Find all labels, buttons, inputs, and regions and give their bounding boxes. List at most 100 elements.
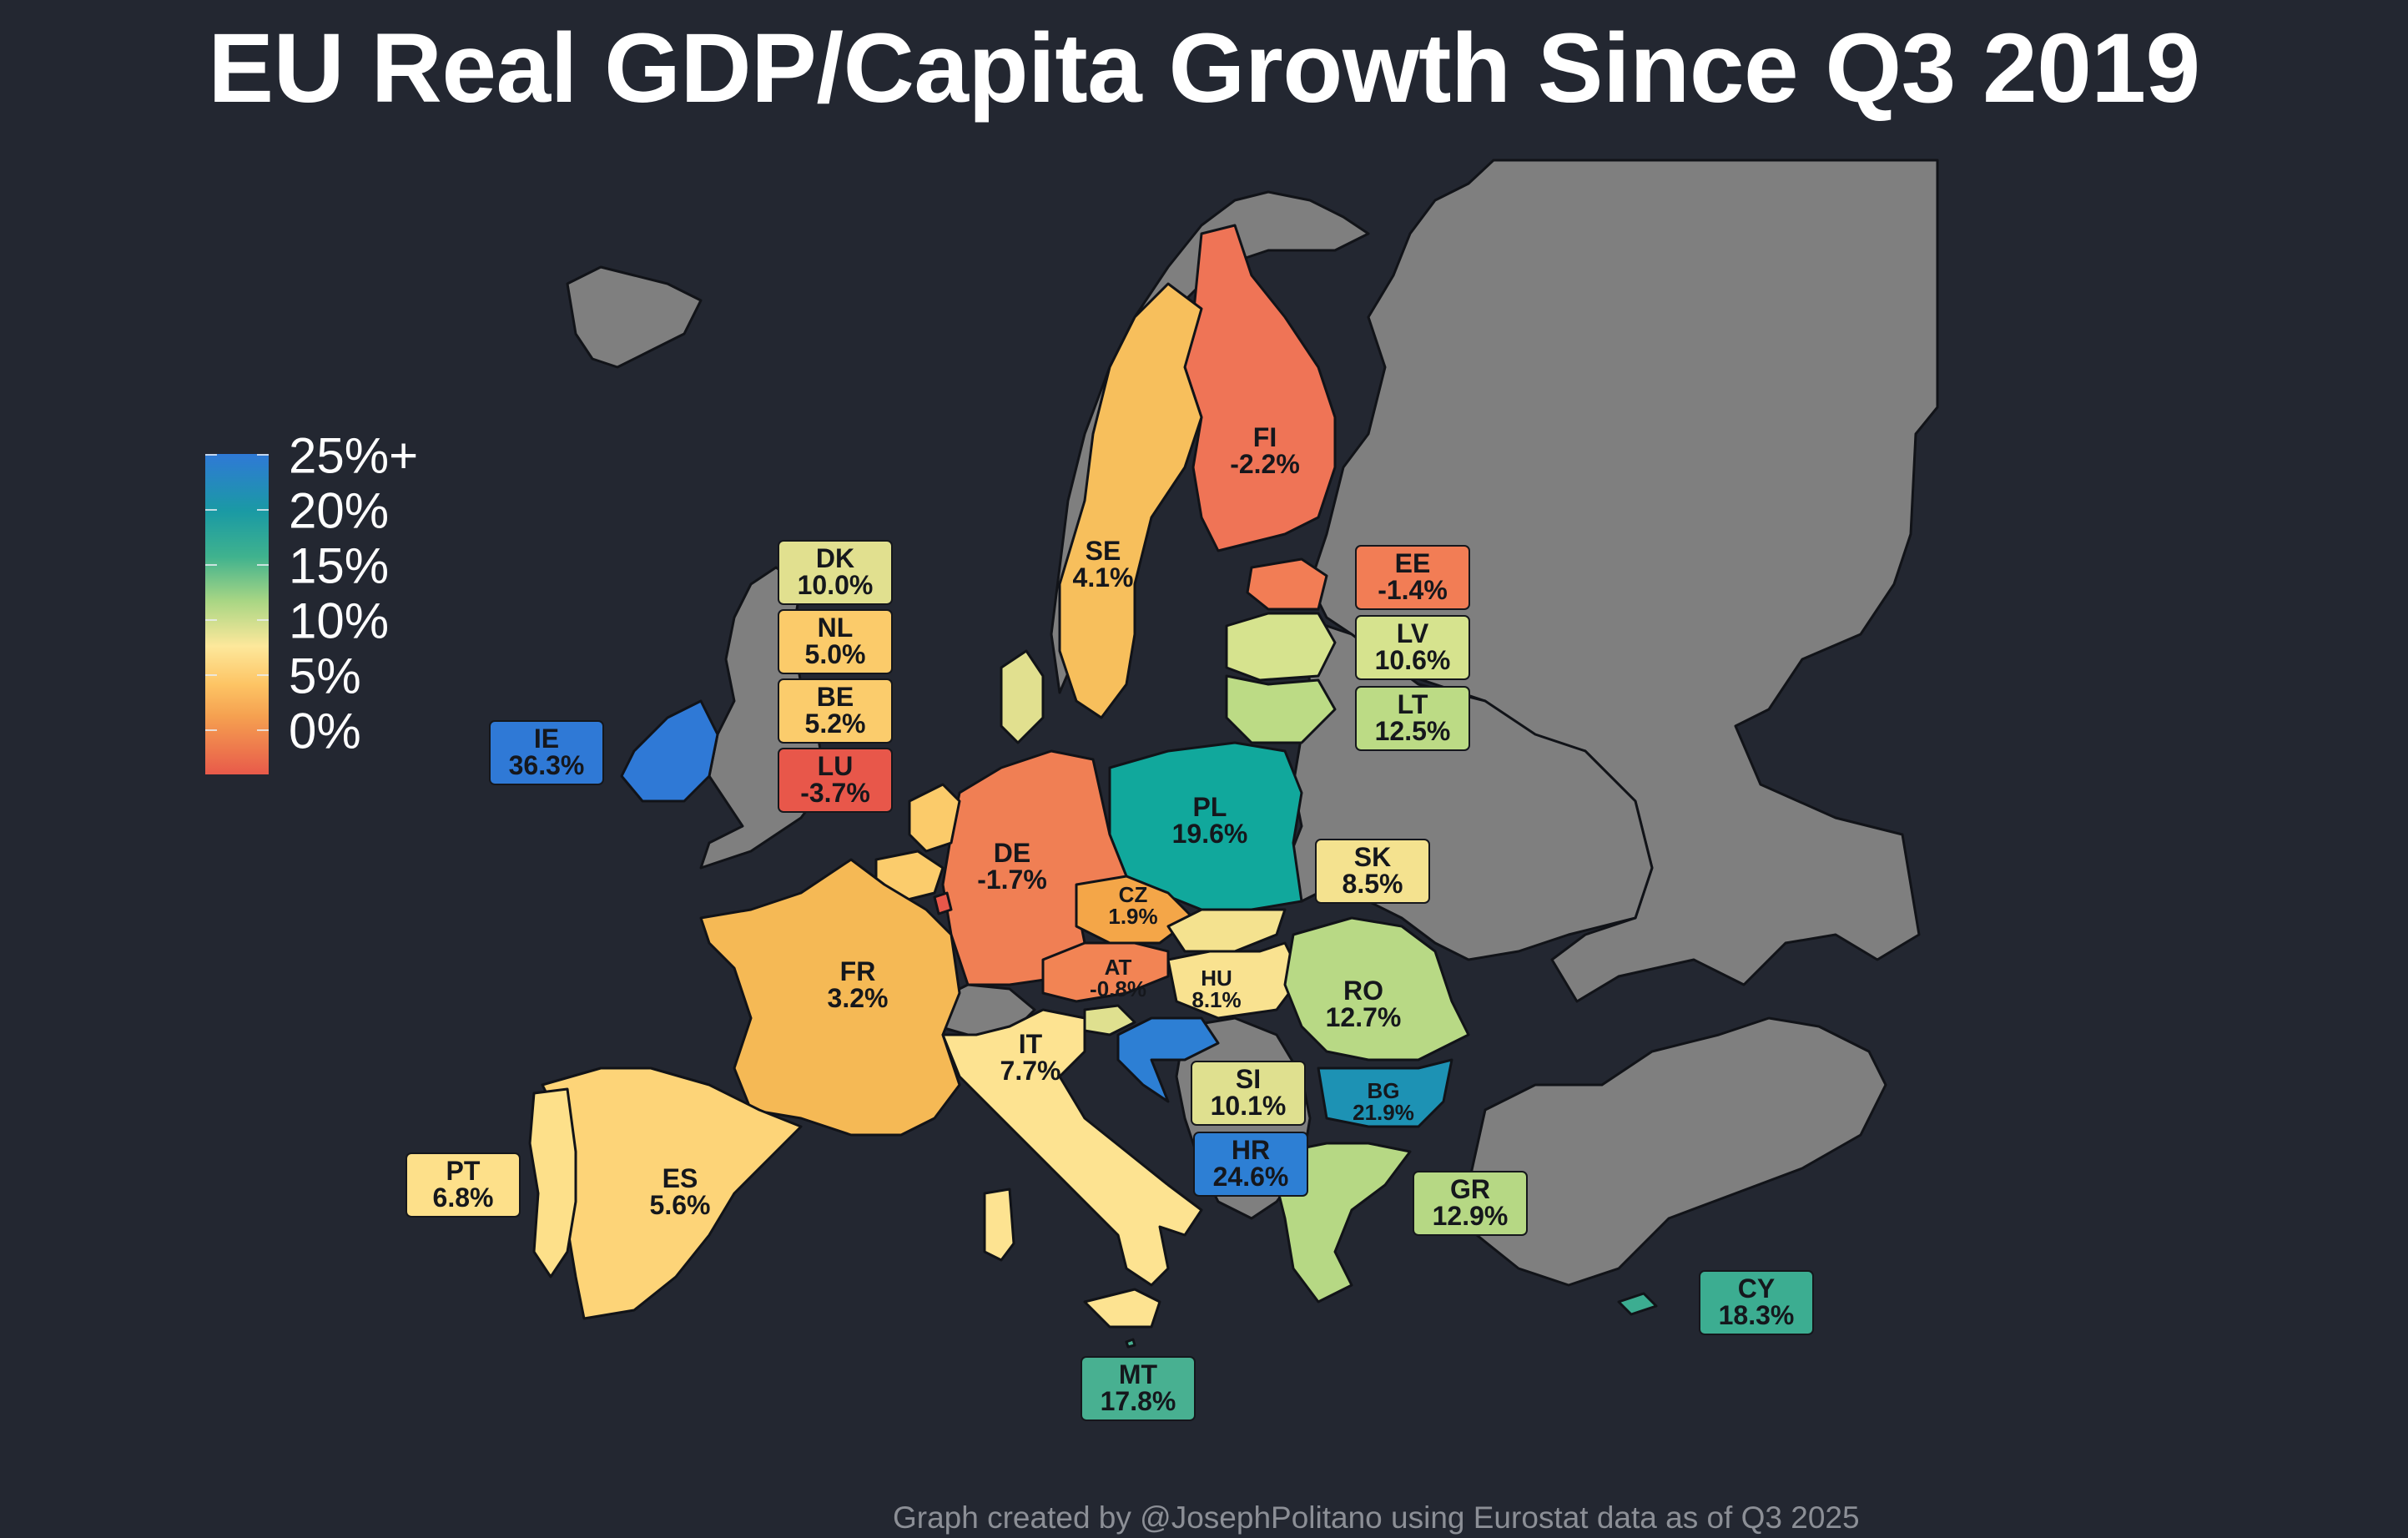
label-lu[interactable]: LU -3.7%	[778, 748, 893, 813]
country-nl[interactable]	[908, 783, 961, 853]
country-ie[interactable]	[620, 699, 719, 803]
country-it-sardinia[interactable]	[983, 1188, 1015, 1262]
legend-tick	[257, 454, 269, 456]
legend-tick	[205, 674, 217, 676]
legend-tick	[257, 674, 269, 676]
label-value: 19.6%	[1171, 819, 1248, 849]
label-code: HR	[1231, 1135, 1271, 1165]
label-de[interactable]: DE -1.7%	[977, 840, 1047, 893]
label-it[interactable]: IT 7.7%	[1000, 1031, 1061, 1084]
legend-tick	[205, 509, 217, 511]
legend-label-20: 20%	[289, 482, 390, 539]
label-lt[interactable]: LT 12.5%	[1355, 686, 1470, 751]
label-code: CY	[1737, 1273, 1776, 1304]
label-value: 12.7%	[1325, 1002, 1402, 1032]
legend-tick	[205, 729, 217, 731]
label-hu[interactable]: HU 8.1%	[1191, 967, 1241, 1011]
label-value: 8.5%	[1342, 869, 1403, 899]
country-it-sicily[interactable]	[1083, 1288, 1161, 1329]
label-ee[interactable]: EE -1.4%	[1355, 545, 1470, 610]
label-code: PT	[446, 1156, 481, 1186]
label-hr[interactable]: HR 24.6%	[1193, 1132, 1308, 1197]
label-value: 3.2%	[827, 983, 889, 1013]
label-at[interactable]: AT -0.8%	[1090, 956, 1146, 1000]
label-code: RO	[1343, 976, 1383, 1006]
label-value: 12.9%	[1432, 1201, 1509, 1231]
country-dk[interactable]	[1000, 649, 1045, 744]
legend-tick	[205, 619, 217, 621]
country-hr[interactable]	[1116, 1016, 1220, 1103]
country-gr[interactable]	[1275, 1142, 1412, 1304]
country-mt[interactable]	[1125, 1338, 1136, 1349]
legend-label-5: 5%	[289, 648, 361, 704]
legend-tick	[205, 454, 217, 456]
label-code: EE	[1394, 548, 1431, 578]
label-code: BG	[1367, 1078, 1400, 1103]
source-credit: Graph created by @JosephPolitano using E…	[893, 1500, 1860, 1535]
country-bg[interactable]	[1317, 1058, 1453, 1128]
country-cy[interactable]	[1617, 1292, 1658, 1316]
label-ro[interactable]: RO 12.7%	[1326, 977, 1402, 1031]
label-dk[interactable]: DK 10.0%	[778, 540, 893, 605]
label-code: LV	[1396, 618, 1429, 648]
label-value: -1.7%	[977, 865, 1047, 895]
label-value: 5.2%	[804, 708, 866, 739]
label-value: 18.3%	[1718, 1300, 1795, 1330]
label-be[interactable]: BE 5.2%	[778, 678, 893, 744]
label-si[interactable]: SI 10.1%	[1191, 1061, 1306, 1126]
label-pt[interactable]: PT 6.8%	[406, 1152, 521, 1218]
label-code: FR	[839, 956, 876, 986]
label-value: 10.1%	[1210, 1091, 1287, 1121]
label-se[interactable]: SE 4.1%	[1073, 537, 1134, 591]
legend-label-0: 0%	[289, 703, 361, 759]
label-cz[interactable]: CZ 1.9%	[1108, 884, 1157, 927]
label-lv[interactable]: LV 10.6%	[1355, 615, 1470, 680]
label-pl[interactable]: PL 19.6%	[1172, 794, 1248, 847]
map-title: EU Real GDP/Capita Growth Since Q3 2019	[208, 13, 2200, 124]
label-value: 4.1%	[1072, 562, 1134, 593]
label-value: -0.8%	[1090, 976, 1146, 1001]
country-sk[interactable]	[1166, 908, 1287, 953]
label-code: LT	[1397, 689, 1428, 719]
label-bg[interactable]: BG 21.9%	[1353, 1080, 1414, 1123]
label-gr[interactable]: GR 12.9%	[1413, 1171, 1528, 1236]
label-value: -2.2%	[1230, 449, 1300, 479]
label-es[interactable]: ES 5.6%	[650, 1165, 711, 1218]
legend-tick	[257, 729, 269, 731]
label-value: 17.8%	[1100, 1386, 1176, 1416]
label-code: MT	[1118, 1359, 1158, 1389]
country-lu[interactable]	[933, 891, 953, 915]
label-ie[interactable]: IE 36.3%	[489, 720, 604, 785]
country-pt[interactable]	[528, 1087, 577, 1278]
label-code: DK	[815, 543, 855, 573]
country-lt[interactable]	[1225, 674, 1337, 744]
country-ro[interactable]	[1283, 916, 1470, 1061]
label-sk[interactable]: SK 8.5%	[1315, 839, 1430, 904]
country-it[interactable]	[941, 1008, 1203, 1287]
label-value: -1.4%	[1378, 575, 1448, 605]
label-nl[interactable]: NL 5.0%	[778, 609, 893, 674]
label-value: 10.6%	[1374, 645, 1451, 675]
legend-tick	[205, 564, 217, 566]
label-fr[interactable]: FR 3.2%	[828, 958, 889, 1011]
label-value: 12.5%	[1374, 716, 1451, 746]
label-code: CZ	[1118, 882, 1148, 907]
country-lv[interactable]	[1225, 612, 1337, 682]
country-at[interactable]	[1041, 941, 1170, 1003]
label-code: LU	[817, 751, 854, 781]
label-mt[interactable]: MT 17.8%	[1081, 1356, 1196, 1421]
country-fi[interactable]	[1183, 224, 1337, 552]
country-ee[interactable]	[1246, 557, 1328, 611]
legend-label-10: 10%	[289, 593, 390, 649]
label-cy[interactable]: CY 18.3%	[1699, 1270, 1814, 1335]
country-fr[interactable]	[699, 858, 961, 1137]
label-code: ES	[662, 1163, 698, 1193]
label-code: IT	[1018, 1029, 1043, 1059]
label-code: SE	[1085, 536, 1121, 566]
label-value: 21.9%	[1353, 1100, 1414, 1125]
label-value: 5.0%	[804, 639, 866, 669]
country-se[interactable]	[1058, 282, 1203, 719]
label-value: -3.7%	[800, 778, 870, 808]
label-fi[interactable]: FI -2.2%	[1230, 424, 1300, 477]
